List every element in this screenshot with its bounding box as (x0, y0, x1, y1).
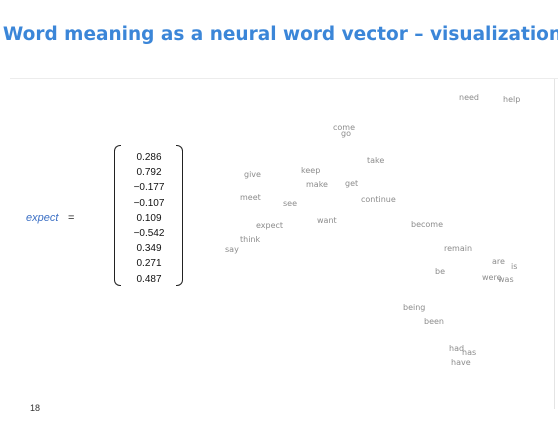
word-label-say: say (225, 245, 239, 254)
word-label-help: help (503, 95, 521, 104)
word-label-meet: meet (240, 193, 261, 202)
word-label-want: want (317, 216, 337, 225)
word-label-has: has (462, 348, 477, 357)
title-divider (10, 78, 558, 79)
vector-value: 0.792 (136, 167, 162, 179)
word-label-come: come (333, 123, 356, 132)
word-label-become: become (411, 220, 444, 229)
vector-value: 0.109 (136, 212, 162, 224)
word-label-are: are (492, 257, 505, 266)
word-label-think: think (240, 235, 261, 244)
word-label-take: take (367, 156, 385, 165)
vector-value: 0.286 (136, 152, 162, 163)
word-label-was: was (498, 275, 514, 284)
word-label-had: had (449, 344, 465, 353)
vector-values: 0.286 0.792 −0.177 −0.107 0.109 −0.542 0… (124, 150, 174, 287)
word-label-is: is (511, 262, 518, 271)
word-label-be: be (435, 267, 445, 276)
vector-value: 0.271 (136, 258, 162, 270)
word-label-give: give (244, 170, 261, 179)
vector-value: −0.177 (133, 182, 165, 194)
slide-title: Word meaning as a neural word vector – v… (2, 24, 558, 45)
word-label-need: need (459, 93, 479, 102)
word-label-expect: expect (256, 221, 284, 230)
page-number: 18 (30, 403, 41, 413)
word-label-have: have (451, 358, 471, 367)
word-label-get: get (345, 179, 359, 188)
word-label-go: go (341, 129, 351, 138)
word-label-been: been (424, 317, 444, 326)
vector-value: −0.542 (133, 227, 165, 239)
word-label-continue: continue (361, 195, 396, 204)
word-label-were: were (482, 273, 502, 282)
equals-sign: = (68, 212, 75, 224)
word-label-make: make (306, 180, 328, 189)
left-bracket (114, 145, 121, 286)
vector-word-label: expect (26, 212, 59, 224)
vector-value: −0.107 (133, 197, 165, 209)
vector-value: 0.487 (136, 273, 162, 285)
word-label-being: being (403, 303, 426, 312)
word-label-keep: keep (301, 166, 321, 175)
right-divider (554, 79, 555, 409)
word-label-see: see (283, 199, 298, 208)
right-bracket (176, 145, 183, 286)
vector-value: 0.349 (136, 243, 162, 255)
word-label-remain: remain (444, 244, 473, 253)
